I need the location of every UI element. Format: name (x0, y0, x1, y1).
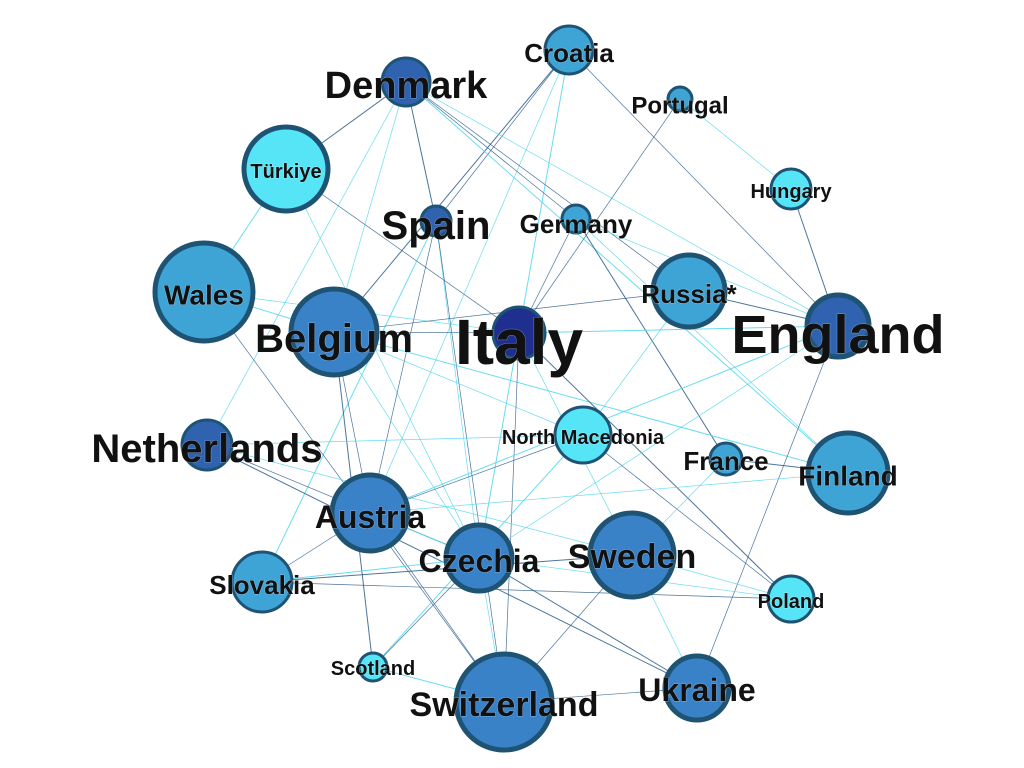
edge-finland-austria (369, 472, 849, 514)
edge-england-ukraine (696, 325, 839, 689)
node-label-denmark: Denmark (325, 65, 488, 107)
node-wales[interactable] (152, 240, 256, 344)
node-sweden[interactable] (587, 510, 677, 600)
edge-turkiye-czechia (285, 168, 480, 559)
node-spain[interactable] (419, 204, 453, 238)
node-label-spain: Spain (382, 204, 491, 248)
edge-croatia-austria (369, 49, 570, 514)
node-belgium[interactable] (288, 286, 380, 378)
node-label-poland: Poland (758, 591, 825, 613)
nodes-layer (152, 24, 891, 753)
node-label-italy: Italy (455, 306, 583, 378)
edge-netherlands-sweden (206, 444, 633, 556)
edge-portugal-italy (518, 98, 681, 334)
edge-spain-switzerland (435, 220, 505, 703)
node-label-czechia: Czechia (419, 543, 540, 579)
node-finland[interactable] (805, 430, 891, 516)
node-label-north_macedonia: North Macedonia (502, 427, 665, 449)
node-slovakia[interactable] (230, 550, 294, 614)
node-england[interactable] (804, 292, 872, 360)
edge-denmark-england (405, 81, 839, 327)
edge-italy-poland (518, 332, 792, 600)
node-label-england: England (732, 305, 945, 365)
node-label-austria: Austria (315, 499, 425, 535)
node-ukraine[interactable] (662, 653, 732, 723)
edge-czechia-ukraine (478, 557, 698, 689)
node-poland[interactable] (766, 574, 816, 624)
edge-italy-england (518, 325, 839, 334)
node-label-sweden: Sweden (568, 538, 696, 576)
edge-denmark-russia (405, 81, 690, 292)
edge-germany-france (575, 218, 727, 460)
edge-turkiye-italy (285, 168, 520, 334)
node-portugal[interactable] (666, 85, 694, 113)
node-france[interactable] (708, 441, 744, 477)
node-label-turkiye: Türkiye (250, 161, 321, 183)
node-austria[interactable] (329, 472, 411, 554)
node-scotland[interactable] (357, 651, 389, 683)
node-label-scotland: Scotland (331, 658, 415, 680)
edge-denmark-netherlands (206, 81, 407, 446)
node-italy[interactable] (491, 305, 547, 361)
edge-croatia-spain (435, 49, 570, 222)
edge-portugal-hungary (679, 98, 792, 190)
node-label-hungary: Hungary (750, 181, 832, 203)
node-label-france: France (683, 446, 768, 476)
node-switzerland[interactable] (453, 651, 555, 753)
node-label-netherlands: Netherlands (91, 427, 322, 471)
edge-spain-slovakia (261, 220, 437, 583)
node-label-ukraine: Ukraine (638, 672, 755, 708)
node-north_macedonia[interactable] (553, 405, 613, 465)
edge-croatia-czechia (478, 49, 570, 559)
node-czechia[interactable] (443, 522, 515, 594)
edges-layer (203, 49, 849, 703)
node-russia[interactable] (650, 252, 728, 330)
edge-england-czechia (478, 325, 839, 559)
edge-croatia-belgium (333, 49, 570, 333)
labels-layer: Croatia Denmark Portugal Türkiye Hungary Spai… (91, 38, 945, 725)
edge-spain-czechia (435, 220, 480, 559)
node-label-slovakia: Slovakia (209, 570, 315, 600)
edge-denmark-finland (405, 81, 849, 474)
edge-denmark-germany (405, 81, 577, 220)
edge-north_macedonia-poland (582, 434, 792, 600)
edge-slovakia-poland (261, 581, 792, 600)
edge-germany-finland (575, 218, 849, 474)
node-croatia[interactable] (543, 24, 595, 76)
node-netherlands[interactable] (180, 418, 234, 472)
edge-italy-switzerland (503, 332, 520, 703)
node-denmark[interactable] (380, 56, 432, 108)
node-label-switzerland: Switzerland (410, 686, 599, 724)
node-label-finland: Finland (798, 461, 898, 492)
node-label-wales: Wales (164, 280, 244, 311)
node-label-portugal: Portugal (631, 93, 728, 120)
edge-netherlands-north_macedonia (206, 434, 584, 446)
edge-spain-austria (369, 220, 437, 514)
edge-croatia-england (568, 49, 839, 327)
node-label-croatia: Croatia (524, 38, 614, 68)
node-germany[interactable] (560, 203, 592, 235)
node-label-belgium: Belgium (255, 317, 413, 361)
node-turkiye[interactable] (241, 124, 331, 214)
node-label-germany: Germany (520, 209, 633, 239)
edge-czechia-slovakia (261, 557, 480, 583)
edge-belgium-finland (333, 331, 849, 474)
node-label-russia: Russia* (641, 279, 737, 309)
node-hungary[interactable] (769, 167, 813, 211)
